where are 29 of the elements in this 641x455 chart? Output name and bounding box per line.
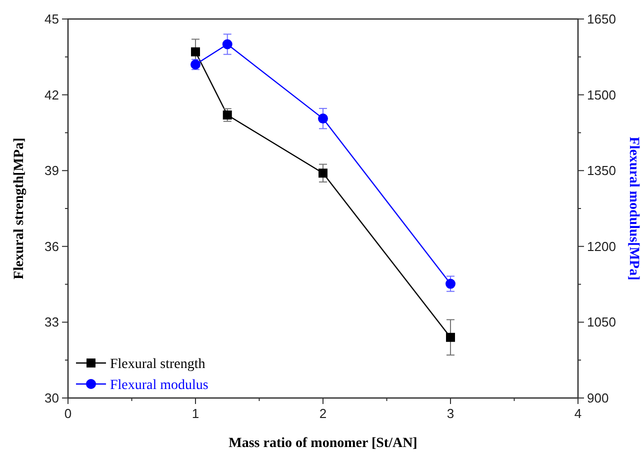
y-tick-label: 45 [44,12,59,26]
point [222,39,232,50]
y2-tick-label: 1050 [587,314,616,330]
y2-tick-label: 1200 [587,238,616,254]
y2-tick-label: 1350 [587,163,616,178]
point [222,110,232,120]
x-tick-label: 0 [64,406,72,421]
y-tick-label: 33 [44,314,59,330]
point [318,114,328,124]
y-tick-label: 39 [44,163,59,178]
y-axis-title: Flexural strength[MPa] [12,138,27,280]
x-tick-label: 1 [192,406,200,421]
point [318,168,328,178]
y2-axis-title: Flexural modulus[MPa] [626,136,641,280]
point [191,47,200,56]
y-tick-label: 42 [44,87,59,102]
x-axis-title: Mass ratio of monomer [St/AN] [228,436,418,451]
legend-label: Flexural strength [110,357,206,372]
y2-tick-label: 900 [587,390,609,406]
y2-tick-label: 1650 [587,12,616,26]
x-tick-label: 2 [319,406,327,421]
x-tick-label: 4 [574,406,582,421]
point [446,332,455,342]
x-tick-label: 3 [446,406,454,421]
point [446,278,456,289]
y-tick-label: 30 [44,390,59,406]
y-tick-label: 36 [44,238,59,254]
legend-label: Flexural modulus [110,378,208,393]
y2-tick-label: 1500 [587,87,616,102]
